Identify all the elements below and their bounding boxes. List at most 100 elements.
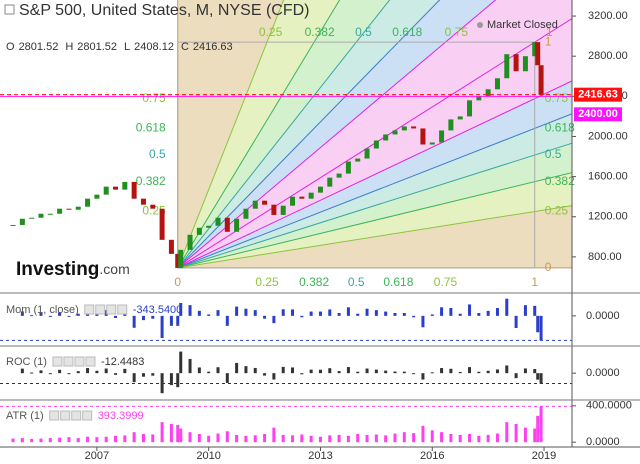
pane-tool-icon[interactable] bbox=[60, 410, 71, 421]
pane-tool-icon[interactable] bbox=[95, 304, 106, 315]
indicator-bar bbox=[536, 415, 540, 443]
fan-label-right: 0.5 bbox=[545, 147, 562, 161]
indicator-bar bbox=[300, 315, 304, 318]
pane-tool-icon[interactable] bbox=[49, 410, 60, 421]
pane-tool-icon[interactable] bbox=[84, 304, 95, 315]
pane-tool-icon[interactable] bbox=[106, 304, 117, 315]
indicator-bar bbox=[207, 371, 211, 374]
indicator-bar bbox=[272, 315, 276, 324]
ohlc-value: 2416.63 bbox=[193, 41, 233, 53]
indicator-bar bbox=[384, 311, 388, 316]
candle bbox=[538, 65, 544, 95]
indicator-bar bbox=[328, 435, 332, 443]
candle bbox=[262, 200, 268, 205]
pane-tool-icon[interactable] bbox=[117, 304, 128, 315]
candle bbox=[299, 196, 305, 199]
candle bbox=[94, 194, 100, 199]
indicator-bar bbox=[272, 373, 276, 380]
y-tick-label: 0.0000 bbox=[586, 367, 620, 379]
candle bbox=[373, 140, 379, 149]
indicator-bar bbox=[30, 372, 34, 374]
indicator-bar bbox=[104, 368, 108, 374]
ohlc-label: O bbox=[6, 41, 15, 53]
candle bbox=[10, 224, 16, 226]
indicator-bar bbox=[365, 434, 369, 443]
indicator-bar bbox=[300, 373, 304, 375]
indicator-bar bbox=[412, 433, 416, 443]
ohlc-value: 2801.52 bbox=[77, 41, 117, 53]
indicator-bar bbox=[197, 434, 201, 443]
indicator-bar bbox=[76, 438, 80, 443]
indicator-bar bbox=[384, 435, 388, 443]
menu-icon[interactable] bbox=[4, 4, 15, 15]
pane-tool-icon[interactable] bbox=[52, 356, 63, 367]
y-tick-label: 1200.00 bbox=[588, 211, 628, 223]
candle bbox=[280, 205, 286, 215]
indicator-bar bbox=[365, 308, 369, 316]
indicator-bar bbox=[151, 315, 155, 319]
indicator-bar bbox=[505, 365, 509, 374]
chart-title: S&P 500, United States, M, NYSE (CFD) bbox=[19, 2, 309, 19]
pane-tool-icon[interactable] bbox=[71, 410, 82, 421]
x-tick-label: 2013 bbox=[308, 450, 332, 462]
pane-tool-icon[interactable] bbox=[63, 356, 74, 367]
y-tick-label: 0.0000 bbox=[586, 436, 620, 448]
candle bbox=[215, 217, 221, 226]
fan-line bbox=[177, 0, 391, 269]
indicator-bar bbox=[39, 438, 43, 443]
indicator-title: ATR (1) bbox=[6, 410, 44, 422]
indicator-bar bbox=[486, 370, 490, 374]
indicator-bar bbox=[523, 305, 527, 316]
ohlc-value: 2408.12 bbox=[134, 41, 174, 53]
indicator-bar bbox=[30, 315, 34, 317]
indicator-bar bbox=[244, 366, 248, 374]
candle bbox=[494, 78, 500, 90]
candle bbox=[113, 186, 119, 190]
indicator-bar bbox=[114, 373, 118, 375]
indicator-bar bbox=[225, 315, 229, 326]
indicator-value: 393.3999 bbox=[98, 410, 144, 422]
indicator-bar bbox=[253, 310, 257, 316]
indicator-bar bbox=[176, 315, 180, 326]
y-tick-label: 800.00 bbox=[588, 251, 622, 263]
indicator-bar bbox=[291, 309, 295, 316]
indicator-bar bbox=[67, 437, 71, 443]
pane-tool-icon[interactable] bbox=[74, 356, 85, 367]
pane-tool-icon[interactable] bbox=[85, 356, 96, 367]
indicator-bar bbox=[179, 303, 183, 316]
indicator-bar bbox=[67, 315, 71, 317]
ohlc-label: H bbox=[65, 41, 73, 53]
candle bbox=[401, 126, 407, 131]
indicator-bar bbox=[123, 368, 127, 374]
indicator-bar bbox=[458, 372, 462, 374]
candle bbox=[38, 213, 44, 218]
ohlc-value: 2801.52 bbox=[19, 41, 59, 53]
candle bbox=[140, 198, 146, 205]
indicator-bar bbox=[318, 436, 322, 443]
fan-line bbox=[177, 17, 572, 269]
indicator-bar bbox=[58, 312, 62, 316]
indicator-bar bbox=[132, 315, 136, 328]
fan-label-bottom: 0.25 bbox=[255, 275, 279, 289]
fan-label-bottom: 0.75 bbox=[434, 275, 458, 289]
indicator-bar bbox=[104, 436, 108, 443]
indicator-bar bbox=[337, 371, 341, 374]
candle bbox=[150, 204, 156, 209]
indicator-bar bbox=[86, 436, 90, 443]
y-tick-label: 0.0000 bbox=[586, 310, 620, 322]
price-tag-label: 2416.63 bbox=[578, 89, 618, 101]
indicator-bar bbox=[536, 315, 540, 333]
indicator-bar bbox=[151, 434, 155, 443]
indicator-bar bbox=[309, 435, 313, 443]
indicator-bar bbox=[76, 313, 80, 316]
candle bbox=[131, 181, 137, 199]
fan-line bbox=[177, 0, 497, 269]
y-tick-label: 2000.00 bbox=[588, 130, 628, 142]
candle bbox=[196, 227, 202, 235]
pane-tool-icon[interactable] bbox=[82, 410, 93, 421]
fan-label-left: 0.75 bbox=[142, 91, 166, 105]
indicator-bar bbox=[179, 351, 183, 374]
indicator-bar bbox=[374, 369, 378, 374]
indicator-bar bbox=[402, 371, 406, 374]
indicator-bar bbox=[76, 371, 80, 374]
